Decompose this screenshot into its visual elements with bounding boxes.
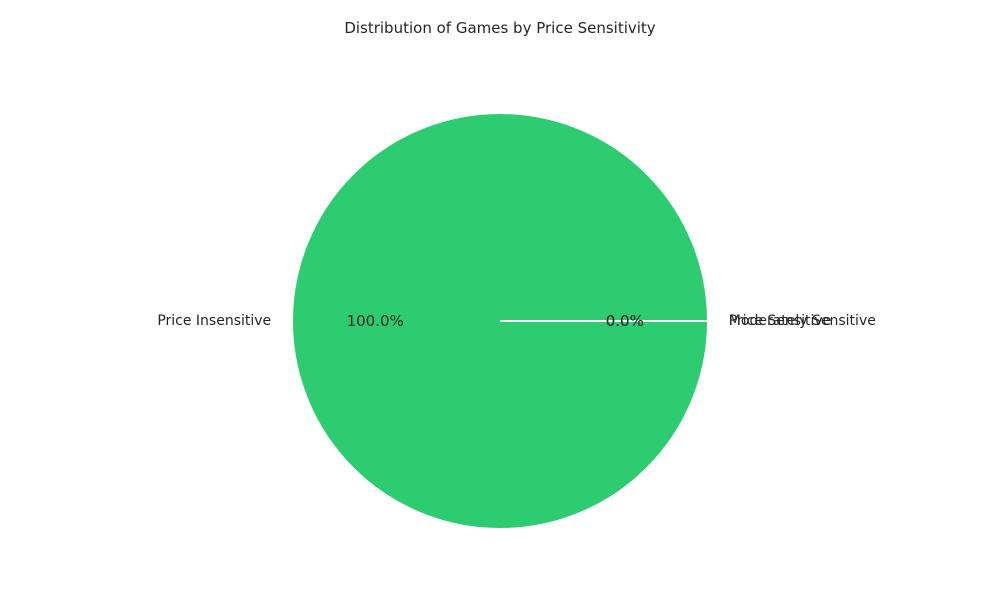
slice-label-price-sensitive: Price Sensitive — [729, 313, 831, 329]
pie-labels: Price Insensitive 100.0% Price Sensitive 0.… — [157, 312, 876, 330]
percent-label-moderately-sensitive: 0.0% — [606, 312, 644, 330]
percent-label-price-sensitive: 0.0% — [606, 312, 644, 330]
chart-title: Distribution of Games by Price Sensitivi… — [344, 19, 655, 37]
percent-label-price-insensitive: 100.0% — [347, 312, 404, 330]
slice-label-price-insensitive: Price Insensitive — [157, 313, 271, 329]
slice-label-moderately-sensitive: Moderately Sensitive — [729, 313, 876, 329]
pie-slices — [291, 112, 709, 530]
